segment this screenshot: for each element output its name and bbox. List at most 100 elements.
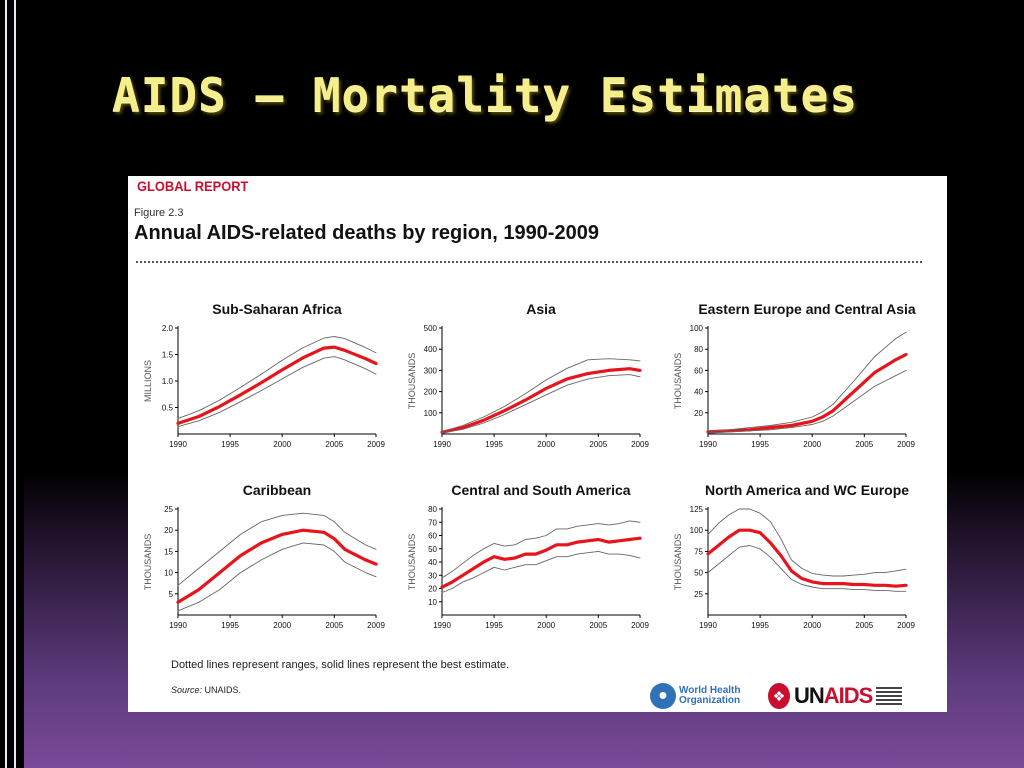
lower-range-line [177,356,377,428]
y-tick-label: 30 [428,571,437,580]
upper-range-line [707,508,907,577]
who-logo: ● World Health Organization [650,681,743,711]
chart-caribbean: Caribbean THOUSANDS 5 10 15 20 25 1990 1995 2000 2… [143,482,385,630]
chart-eastern-europe-central-asia: Eastern Europe and Central Asia THOUSANDS… [673,301,916,449]
x-tick-label: 2000 [803,621,821,630]
upper-range-line [441,520,641,579]
x-tick-label: 1995 [751,621,769,630]
unaids-ribbon-icon: ❖ [768,683,790,709]
y-tick-label: 400 [424,345,438,354]
x-tick-label: 2000 [537,621,555,630]
x-tick-label: 2000 [273,440,291,449]
x-tick-label: 1990 [169,440,187,449]
y-tick-label: 100 [690,526,704,535]
source-text: UNAIDS. [202,685,242,695]
x-tick-label: 1995 [485,621,503,630]
y-tick-label: 300 [424,366,438,375]
x-tick-label: 2009 [631,621,649,630]
y-tick-label: 20 [428,585,437,594]
rail-line [14,0,16,768]
y-axis-label: THOUSANDS [407,534,417,591]
chart-title: Eastern Europe and Central Asia [698,301,916,317]
lower-range-line [441,550,641,593]
lower-range-line [707,545,907,592]
y-tick-label: 40 [694,388,703,397]
chart-asia: Asia THOUSANDS 100 200 300 400 500 1990 1995 2000… [407,301,649,449]
x-tick-label: 2005 [855,440,873,449]
lower-range-line [441,374,641,434]
x-tick-label: 2009 [367,440,385,449]
x-tick-label: 1990 [699,440,717,449]
y-tick-label: 60 [428,532,437,541]
chart-north-america-wc-europe: North America and WC Europe THOUSANDS 25 50… [673,482,915,630]
y-tick-label: 100 [690,324,704,333]
x-tick-label: 1990 [169,621,187,630]
y-tick-label: 40 [428,558,437,567]
x-tick-label: 2005 [589,621,607,630]
chart-title: Central and South America [451,482,630,498]
figure-image: GLOBAL REPORT Figure 2.3 Annual AIDS-rel… [128,176,947,712]
who-globe-icon: ● [650,683,676,709]
x-tick-label: 2005 [325,440,343,449]
y-tick-label: 20 [164,526,173,535]
y-axis-label: THOUSANDS [407,353,417,410]
upper-range-line [177,336,377,420]
chart-title: Asia [526,301,556,317]
chart-sub-saharan-africa: Sub-Saharan Africa MILLIONS 0.5 1.0 1.5 2.0 19… [143,301,385,449]
x-tick-label: 2005 [589,440,607,449]
lower-range-line [707,369,907,434]
figure-divider [136,261,922,263]
upper-range-line [441,358,641,432]
lower-range-line [177,542,377,612]
who-logo-text: World Health Organization [679,685,741,706]
y-tick-label: 70 [428,518,437,527]
figure-number: Figure 2.3 [134,207,184,219]
left-rail [0,0,24,768]
y-tick-label: 60 [694,366,703,375]
y-tick-label: 75 [694,547,703,556]
best-estimate-line [440,367,642,434]
chart-title: North America and WC Europe [705,482,909,498]
x-tick-label: 2009 [897,440,915,449]
unaids-wordmark: UNAIDS [794,683,873,708]
x-tick-label: 2005 [325,621,343,630]
x-tick-label: 1995 [221,440,239,449]
figure-note: Dotted lines represent ranges, solid lin… [171,659,510,671]
y-tick-label: 5 [169,590,174,599]
rail-line [5,0,7,768]
figure-header: GLOBAL REPORT [137,178,249,194]
x-tick-label: 1995 [751,440,769,449]
y-tick-label: 10 [164,569,173,578]
y-tick-label: 2.0 [162,324,174,333]
best-estimate-line [176,528,378,604]
x-tick-label: 1990 [699,621,717,630]
y-tick-label: 500 [424,324,438,333]
y-axis-label: THOUSANDS [673,353,683,410]
x-tick-label: 2005 [855,621,873,630]
y-tick-label: 80 [428,505,437,514]
y-tick-label: 100 [424,409,438,418]
x-tick-label: 2009 [367,621,385,630]
y-tick-label: 1.0 [162,377,174,386]
y-tick-label: 50 [694,569,703,578]
source-label: Source: [171,685,203,695]
y-tick-label: 125 [690,505,704,514]
y-axis-label: THOUSANDS [143,534,153,591]
best-estimate-line [706,528,908,588]
slide-title: AIDS – Mortality Estimates [112,68,859,122]
best-estimate-line [176,345,378,425]
chart-title: Sub-Saharan Africa [212,301,342,317]
y-tick-label: 80 [694,345,703,354]
x-tick-label: 2009 [631,440,649,449]
x-tick-label: 2000 [273,621,291,630]
x-tick-label: 2009 [897,621,915,630]
y-tick-label: 50 [428,545,437,554]
figure-source: Source: UNAIDS. [171,685,241,695]
x-tick-label: 2000 [537,440,555,449]
x-tick-label: 1990 [433,440,451,449]
y-tick-label: 15 [164,547,173,556]
x-tick-label: 1990 [433,621,451,630]
x-tick-label: 2000 [803,440,821,449]
figure-title: Annual AIDS-related deaths by region, 19… [134,222,599,244]
y-tick-label: 0.5 [162,404,174,413]
